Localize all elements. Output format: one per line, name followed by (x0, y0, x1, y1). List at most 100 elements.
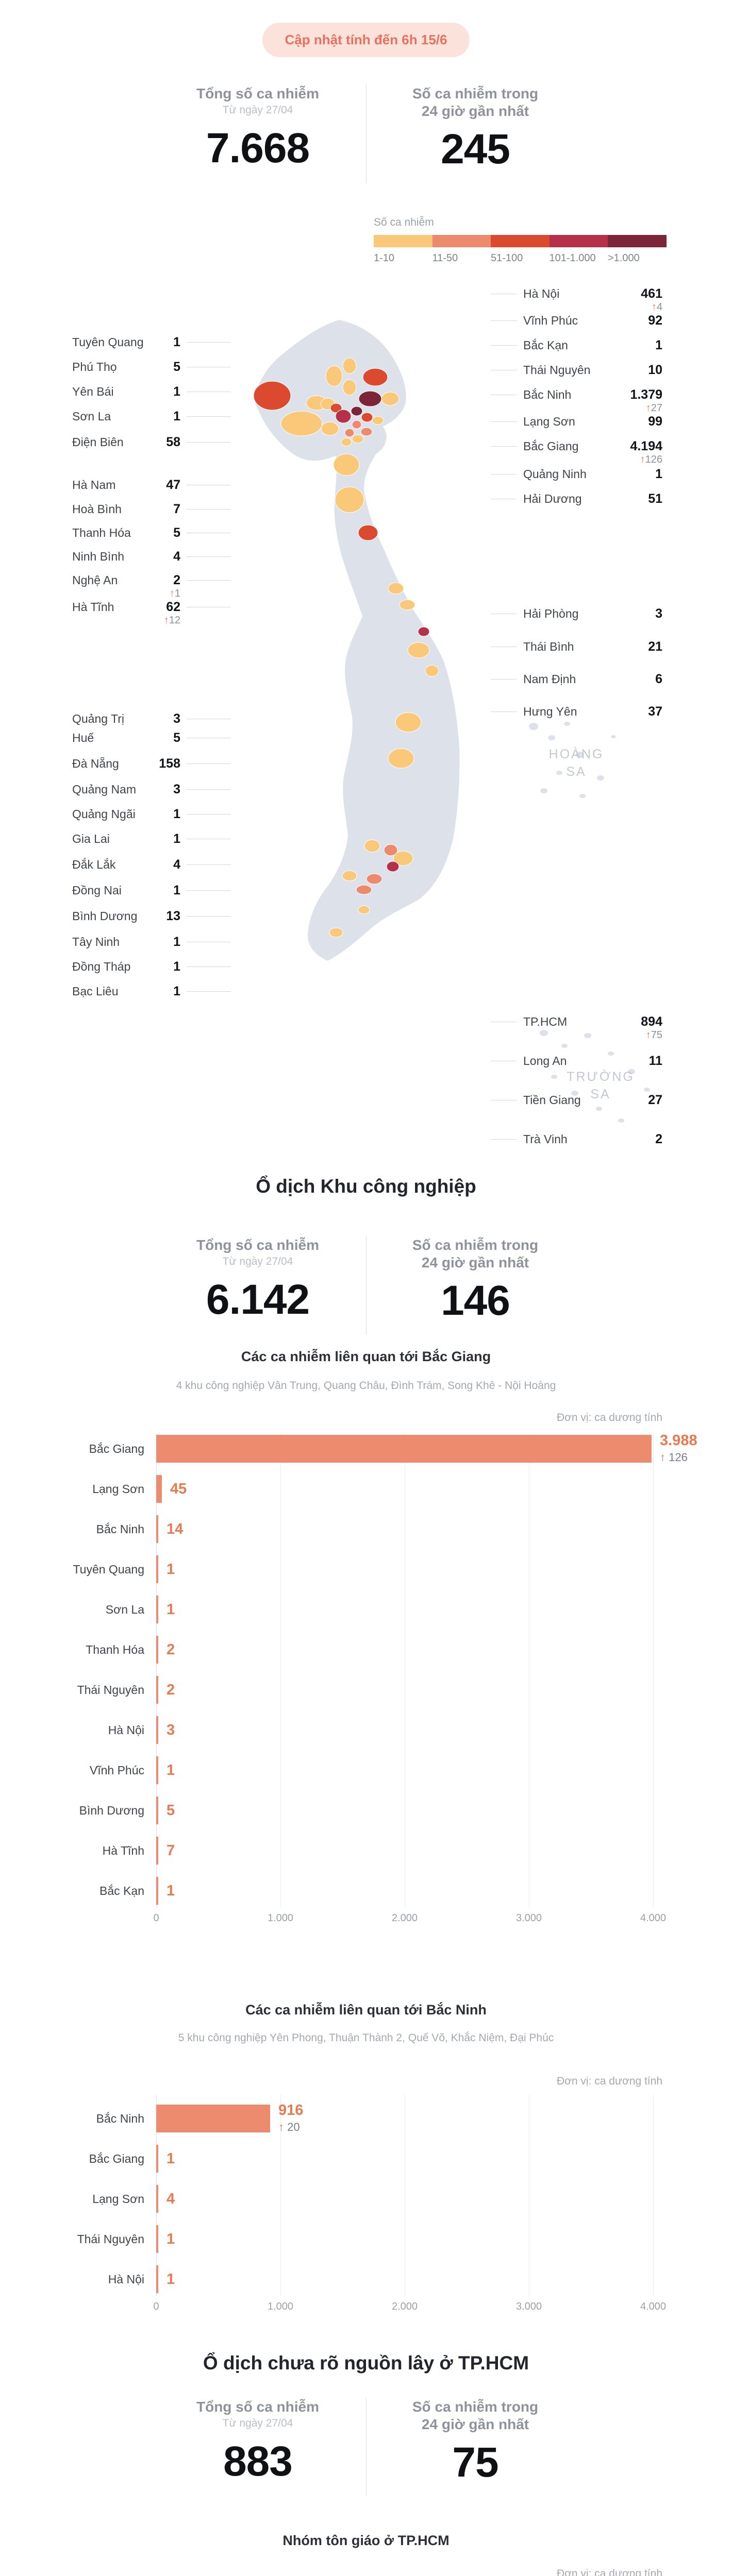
chart-bar (156, 1837, 158, 1865)
legend-bin-label: 101-1.000 (549, 252, 596, 264)
chart-title-religion: Nhóm tôn giáo ở TP.HCM (282, 2533, 450, 2548)
province-patch (358, 905, 370, 914)
province-patch (253, 381, 291, 411)
up-arrow-icon: ↑ (278, 2121, 284, 2133)
legend-swatch (549, 235, 608, 247)
stat-total-sub: Từ ngày 27/04 (222, 104, 293, 116)
vietnam-outline (253, 318, 461, 962)
chart-bar (156, 1596, 158, 1623)
chart-subtitle-bacninh: 5 khu công nghiệp Yên Phong, Thuận Thành… (178, 2032, 554, 2044)
stat-24h-value: 146 (441, 1277, 510, 1324)
legend-bins: 1-10 11-50 51-100 101-1.000 >1.000 (374, 235, 683, 266)
chart-title-bacninh: Các ca nhiễm liên quan tới Bắc Ninh (245, 2002, 487, 2018)
chart-axis-tick: 0 (153, 2301, 159, 2312)
stat-24h-label-line1: Số ca nhiễm trong (412, 1237, 539, 1253)
chart-bar (156, 2185, 158, 2213)
province-patch (399, 599, 415, 611)
island-dot (548, 735, 555, 740)
stat-total-label: Tổng số ca nhiễm (196, 1237, 320, 1253)
hcmc-stats: Tổng số ca nhiễm Từ ngày 27/04 883 Số ca… (0, 2398, 732, 2501)
chart-row-label: Lạng Sơn (92, 1482, 144, 1496)
chart-grid-line (156, 1433, 157, 1907)
chart-axis-tick: 0 (153, 1912, 159, 1924)
island-dot (556, 771, 562, 775)
stat-24h-label-line2: 24 giờ gần nhất (421, 2416, 529, 2432)
province-patch (395, 712, 422, 733)
province-patch (358, 524, 378, 541)
chart-row-label: Hà Nội (108, 1723, 144, 1737)
chart-unit-label: Đơn vị: ca dương tính (556, 2568, 662, 2576)
chart-bar (156, 2105, 270, 2132)
province-patch (352, 420, 362, 429)
chart-grid-line (653, 1433, 654, 1907)
chart-bar-value: 1 (167, 1762, 175, 1778)
update-banner-text: Cập nhật tính đến 6h 15/6 (262, 23, 470, 57)
province-patch (280, 411, 323, 436)
legend-title: Số ca nhiễm (374, 216, 434, 228)
chart-grid-line (280, 1433, 281, 1907)
province-patch (325, 365, 343, 387)
chart-bar-value: 5 (167, 1802, 175, 1819)
legend-swatch (608, 235, 667, 247)
province-patch (393, 851, 413, 866)
stat-total-label: Tổng số ca nhiễm (196, 2399, 320, 2415)
chart-row-label: Thái Nguyên (77, 1683, 144, 1697)
province-patch (342, 379, 357, 396)
chart-unit-label: Đơn vị: ca dương tính (556, 2075, 662, 2087)
province-patch (418, 626, 430, 637)
stat-total-value: 883 (223, 2438, 293, 2485)
chart-row-label: Sơn La (105, 1603, 144, 1616)
province-patch (361, 412, 373, 422)
chart-row-label: Bắc Ninh (96, 1522, 144, 1536)
legend-bin-label: 11-50 (432, 252, 458, 264)
province-patch (342, 870, 357, 882)
chart-bar (156, 1555, 158, 1583)
chart-bar-delta-value: 126 (666, 1451, 688, 1464)
chart-bar-value: 14 (167, 1521, 184, 1537)
province-patch (372, 416, 384, 425)
chart-bar (156, 1797, 158, 1824)
chart-row-label: Bắc Giang (89, 2152, 144, 2165)
chart-bar-delta-value: 20 (284, 2121, 300, 2133)
legend-swatch (374, 235, 432, 247)
chart-bar-value: 1 (167, 2150, 175, 2167)
chart-row-label: Bình Dương (79, 1804, 144, 1817)
chart-bar (156, 1676, 158, 1704)
island-dot (584, 1033, 591, 1038)
province-patch (330, 403, 342, 413)
province-patch (362, 368, 388, 386)
chart-row-label: Thanh Hóa (86, 1643, 144, 1656)
chart-bar (156, 1475, 162, 1503)
province-patch (388, 748, 414, 769)
island-groups: HOÀNG SA TRƯỜNG SA (529, 722, 650, 1123)
chart-bar (156, 1716, 158, 1744)
island-dot (579, 794, 586, 798)
chart-title-bacgiang: Các ca nhiễm liên quan tới Bắc Giang (241, 1349, 491, 1364)
chart-bar-value: 3.988 (660, 1432, 697, 1449)
stat-24h-value: 245 (441, 126, 510, 173)
island-dot (551, 1075, 557, 1079)
chart-row-label: Hà Tĩnh (102, 1844, 144, 1857)
chart-unit-label: Đơn vị: ca dương tính (556, 1412, 662, 1423)
province-patch (358, 391, 382, 407)
stat-total-label: Tổng số ca nhiễm (196, 86, 320, 101)
chart-axis-tick: 3.000 (515, 2301, 542, 2312)
up-arrow-icon: ↑ (660, 1451, 666, 1464)
island-dot (529, 723, 538, 730)
chart-bar (156, 1515, 158, 1543)
stats-divider (366, 2398, 367, 2496)
chart-axis-tick: 1.000 (267, 1912, 294, 1924)
chart-grid-line (653, 2095, 654, 2296)
island-label: HOÀNG SA (549, 747, 604, 779)
chart-axis-tick: 4.000 (640, 2301, 667, 2312)
chart-axis-tick: 3.000 (515, 1912, 542, 1924)
province-patch (407, 642, 430, 658)
province-patch (381, 392, 400, 406)
stat-24h: Số ca nhiễm trong 24 giờ gần nhất 146 (367, 1236, 584, 1324)
stats-divider (366, 1236, 367, 1334)
province-patch (333, 453, 360, 476)
province-patch (344, 428, 355, 437)
island-dot (540, 788, 547, 793)
island-dot (571, 1091, 578, 1096)
